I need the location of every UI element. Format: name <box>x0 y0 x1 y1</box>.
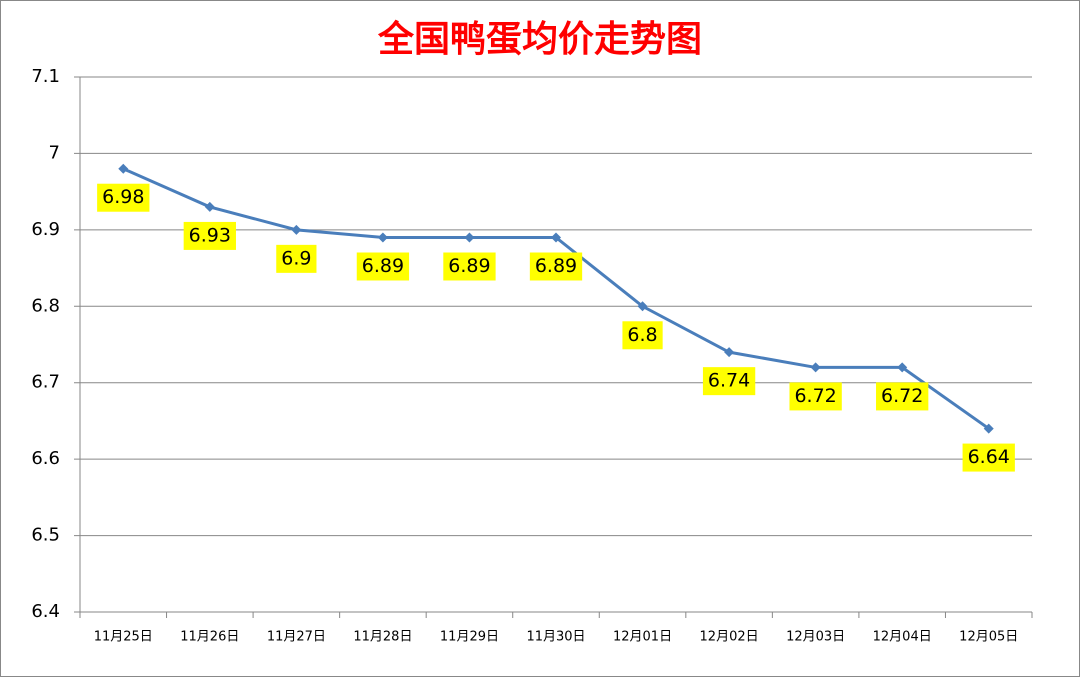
x-tick-label: 11月28日 <box>353 630 412 645</box>
marker <box>983 423 994 434</box>
x-tick-label: 12月05日 <box>959 630 1018 645</box>
value-label-group: 6.89 <box>443 252 496 281</box>
marker <box>551 232 561 243</box>
y-tick-label: 6.9 <box>31 219 60 240</box>
y-tick-label: 6.4 <box>31 601 60 622</box>
x-tick-label: 12月02日 <box>700 630 759 645</box>
value-label-bg <box>356 252 410 281</box>
y-tick-label: 6.7 <box>31 372 60 393</box>
value-label-group: 6.93 <box>183 221 236 250</box>
marker <box>377 232 388 243</box>
value-label: 6.89 <box>448 255 490 277</box>
value-label-group: 6.89 <box>356 252 410 281</box>
value-label: 6.72 <box>794 385 836 407</box>
x-tick-label: 11月26日 <box>180 630 239 645</box>
value-label-bg <box>962 443 1015 472</box>
value-label-bg <box>183 221 236 250</box>
value-label-bg <box>529 252 583 281</box>
x-tick-label: 11月27日 <box>267 630 326 645</box>
value-label-group: 6.89 <box>529 252 583 281</box>
marker <box>464 232 475 243</box>
value-label: 6.98 <box>102 186 144 208</box>
value-label: 6.74 <box>708 370 750 392</box>
value-label: 6.93 <box>189 224 231 246</box>
value-label-bg <box>702 367 756 396</box>
value-label: 6.89 <box>362 255 404 277</box>
y-tick-label: 7 <box>49 142 60 163</box>
value-label-bg <box>276 244 317 273</box>
value-label: 6.72 <box>881 385 923 407</box>
y-tick-label: 6.5 <box>31 525 60 546</box>
marker <box>291 224 302 235</box>
value-label-bg <box>876 382 929 411</box>
marker <box>810 362 821 373</box>
y-tick-label: 6.6 <box>31 448 60 469</box>
value-label: 6.8 <box>627 324 657 346</box>
marker <box>118 163 129 174</box>
chart-title: 全国鸭蛋均价走势图 <box>377 18 702 60</box>
marker <box>724 347 735 358</box>
x-tick-label: 11月29日 <box>440 630 499 645</box>
value-label-bg <box>97 183 150 212</box>
x-tick-label: 11月30日 <box>526 630 585 645</box>
value-label-group: 6.74 <box>702 367 756 396</box>
x-tick-label: 11月25日 <box>94 630 153 645</box>
value-label: 6.64 <box>968 446 1010 468</box>
value-label: 6.9 <box>281 247 311 269</box>
value-label-group: 6.72 <box>789 382 842 411</box>
value-label-bg <box>789 382 842 411</box>
value-label-group: 6.9 <box>276 244 317 273</box>
x-tick-label: 12月04日 <box>873 630 932 645</box>
y-tick-label: 6.8 <box>31 295 60 316</box>
marker <box>637 301 648 312</box>
value-label: 6.89 <box>535 255 577 277</box>
value-label-group: 6.72 <box>876 382 929 411</box>
value-label-group: 6.98 <box>97 183 150 212</box>
x-tick-label: 12月01日 <box>613 630 672 645</box>
marker <box>204 201 215 212</box>
marker <box>897 362 908 373</box>
y-tick-label: 7.1 <box>31 66 60 87</box>
x-tick-label: 12月03日 <box>786 630 845 645</box>
value-label-bg <box>443 252 496 281</box>
value-label-group: 6.8 <box>622 321 663 350</box>
value-label-group: 6.64 <box>962 443 1015 472</box>
value-label-bg <box>622 321 663 350</box>
